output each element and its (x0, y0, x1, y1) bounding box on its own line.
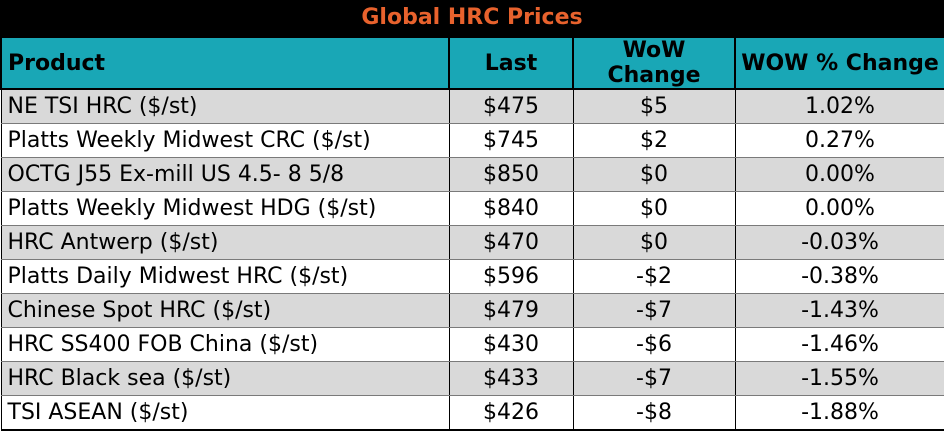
hrc-prices-table: Product Last WoW Change WOW % Change NE … (0, 36, 944, 431)
wow-change-cell: -$7 (572, 361, 736, 396)
wow-change-cell: $0 (572, 225, 736, 260)
wow-change-cell: -$6 (572, 327, 736, 362)
table-row: HRC Black sea ($/st) $433 -$7 -1.55% (0, 361, 944, 396)
last-price-cell: $430 (448, 327, 574, 362)
last-price-cell: $475 (448, 89, 574, 124)
product-cell: HRC Black sea ($/st) (0, 361, 450, 396)
wow-pct-change-cell: -1.88% (734, 395, 944, 431)
table-row: OCTG J55 Ex-mill US 4.5- 8 5/8 $850 $0 0.00… (0, 157, 944, 192)
table-row: NE TSI HRC ($/st) $475 $5 1.02% (0, 89, 944, 124)
wow-pct-change-cell: -1.46% (734, 327, 944, 362)
wow-change-cell: $2 (572, 123, 736, 158)
wow-pct-change-cell: -0.38% (734, 259, 944, 294)
product-cell: HRC SS400 FOB China ($/st) (0, 327, 450, 362)
product-cell: NE TSI HRC ($/st) (0, 89, 450, 124)
wow-pct-change-cell: 0.00% (734, 191, 944, 226)
product-cell: HRC Antwerp ($/st) (0, 225, 450, 260)
table-row: HRC SS400 FOB China ($/st) $430 -$6 -1.46% (0, 327, 944, 362)
product-cell: Platts Daily Midwest HRC ($/st) (0, 259, 450, 294)
wow-pct-change-cell: -1.43% (734, 293, 944, 328)
wow-pct-change-cell: -0.03% (734, 225, 944, 260)
last-price-cell: $426 (448, 395, 574, 431)
last-price-cell: $850 (448, 157, 574, 192)
wow-change-cell: $5 (572, 89, 736, 124)
wow-change-cell: -$2 (572, 259, 736, 294)
table-row: TSI ASEAN ($/st) $426 -$8 -1.88% (0, 395, 944, 431)
column-header-last: Last (448, 36, 574, 90)
product-cell: TSI ASEAN ($/st) (0, 395, 450, 431)
table-title: Global HRC Prices (0, 0, 944, 36)
last-price-cell: $745 (448, 123, 574, 158)
table-row: HRC Antwerp ($/st) $470 $0 -0.03% (0, 225, 944, 260)
wow-pct-change-cell: 0.00% (734, 157, 944, 192)
column-header-product: Product (0, 36, 450, 90)
wow-pct-change-cell: 0.27% (734, 123, 944, 158)
last-price-cell: $479 (448, 293, 574, 328)
wow-change-cell: $0 (572, 191, 736, 226)
product-cell: Platts Weekly Midwest HDG ($/st) (0, 191, 450, 226)
wow-change-cell: -$8 (572, 395, 736, 431)
product-cell: OCTG J55 Ex-mill US 4.5- 8 5/8 (0, 157, 450, 192)
column-header-wow-pct-change: WOW % Change (734, 36, 944, 90)
last-price-cell: $470 (448, 225, 574, 260)
wow-pct-change-cell: 1.02% (734, 89, 944, 124)
product-cell: Platts Weekly Midwest CRC ($/st) (0, 123, 450, 158)
table-row: Platts Daily Midwest HRC ($/st) $596 -$2 -0… (0, 259, 944, 294)
product-cell: Chinese Spot HRC ($/st) (0, 293, 450, 328)
table-row: Platts Weekly Midwest HDG ($/st) $840 $0 0.… (0, 191, 944, 226)
wow-change-cell: $0 (572, 157, 736, 192)
last-price-cell: $840 (448, 191, 574, 226)
table-row: Chinese Spot HRC ($/st) $479 -$7 -1.43% (0, 293, 944, 328)
wow-change-cell: -$7 (572, 293, 736, 328)
last-price-cell: $596 (448, 259, 574, 294)
wow-pct-change-cell: -1.55% (734, 361, 944, 396)
header-row: Product Last WoW Change WOW % Change (0, 36, 944, 90)
table-row: Platts Weekly Midwest CRC ($/st) $745 $2 0.… (0, 123, 944, 158)
column-header-wow-change: WoW Change (572, 36, 736, 90)
last-price-cell: $433 (448, 361, 574, 396)
